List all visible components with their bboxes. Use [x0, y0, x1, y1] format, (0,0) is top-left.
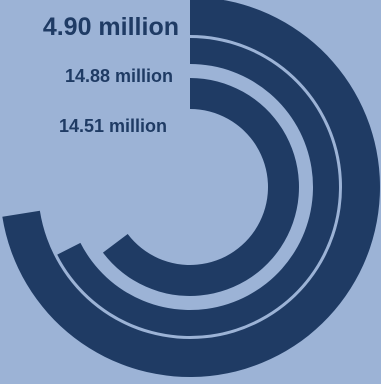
- data-label-inner: 14.51 million: [59, 116, 167, 136]
- radial-bars: [2, 0, 380, 377]
- data-label-outer: 4.90 million: [43, 13, 179, 41]
- radial-bar-3: [102, 78, 299, 296]
- data-label-middle: 14.88 million: [65, 66, 173, 86]
- data-labels: 4.90 million 14.88 million 14.51 million: [43, 13, 179, 136]
